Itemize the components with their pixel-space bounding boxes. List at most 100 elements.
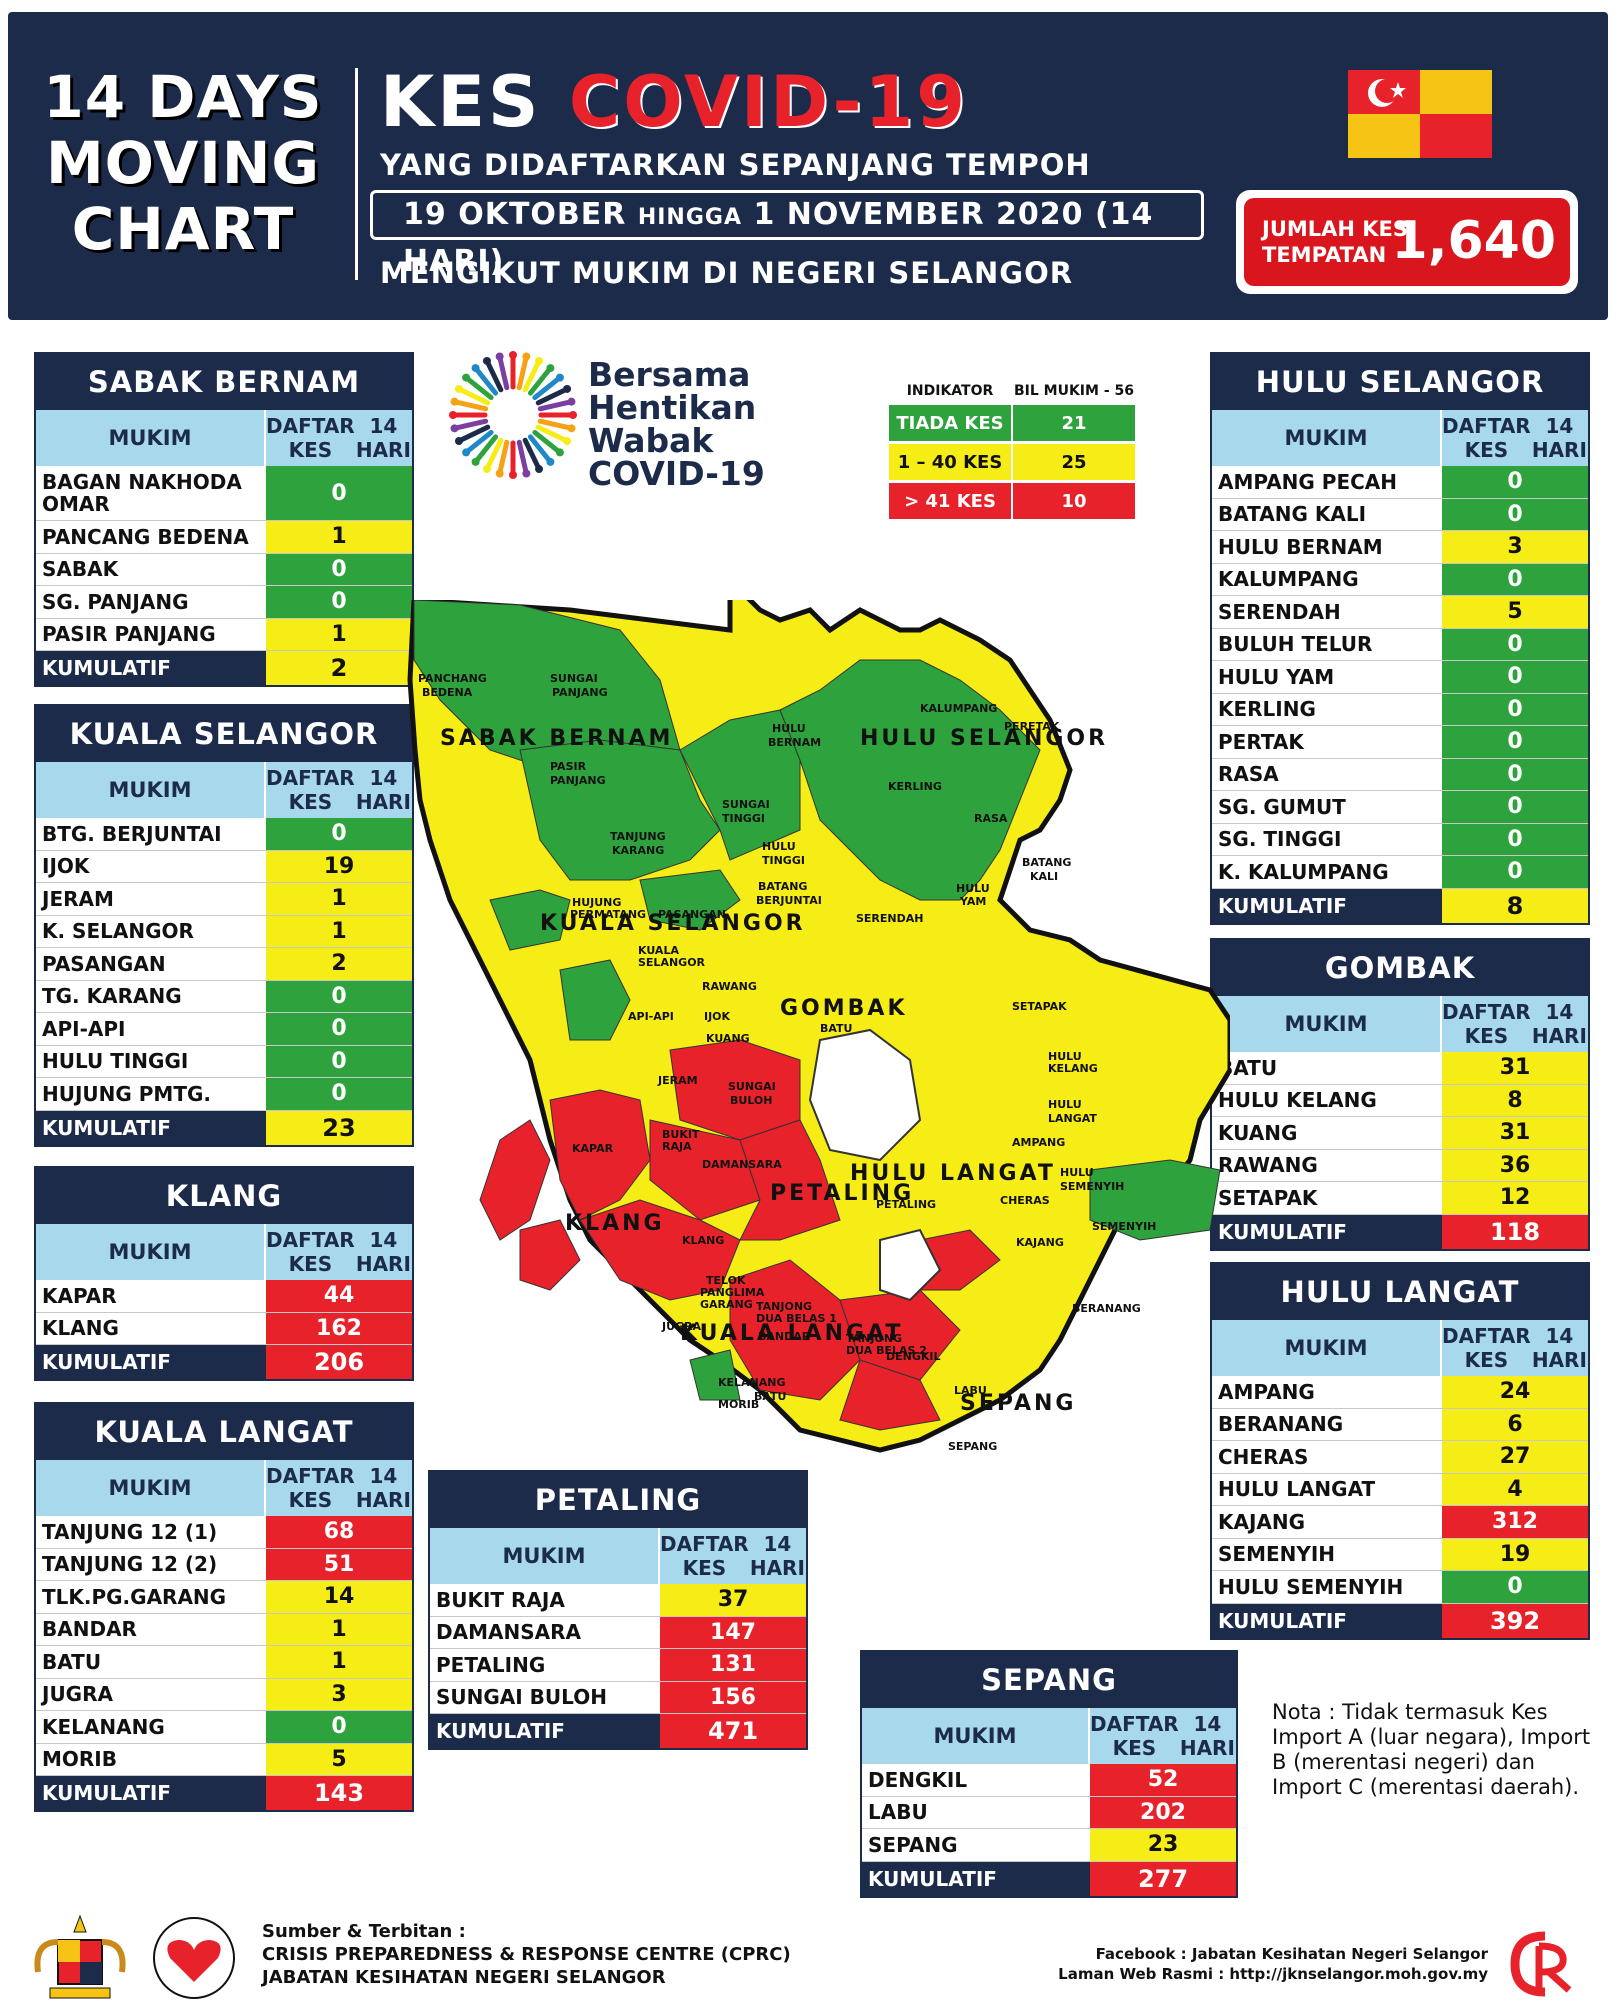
table-row: JERAM 1 — [36, 883, 412, 916]
logo-ray — [537, 418, 574, 431]
table-sepang: SEPANG MUKIM DAFTAR KES 14 HARI DENGKIL 52 LAB… — [860, 1650, 1238, 1898]
table-row: K. KALUMPANG 0 — [1212, 856, 1588, 889]
logo-dot — [450, 397, 459, 406]
header-banner: 14 DAYS MOVING CHART KES COVID-19 YANG D… — [8, 12, 1608, 320]
region-putrajaya — [879, 1228, 942, 1302]
case-count: 0 — [1442, 563, 1588, 595]
table-row: KELANANG 0 — [36, 1711, 412, 1744]
case-count: 0 — [1442, 823, 1588, 855]
map-district-label: GOMBAK — [780, 996, 908, 1021]
table-hulu-langat: HULU LANGAT MUKIM DAFTAR KES 14 HARI AMPANG 2… — [1210, 1262, 1590, 1640]
mukim-name: HULU BERNAM — [1212, 531, 1442, 563]
map-mukim-label: SUNGAI — [728, 1080, 776, 1093]
indicator-col1: INDIKATOR — [906, 383, 994, 399]
table-row: SEMENYIH 19 — [1212, 1538, 1588, 1571]
table-row: SG. PANJANG 0 — [36, 586, 412, 619]
table-row: JUGRA 3 — [36, 1678, 412, 1711]
logo-dot — [563, 384, 572, 393]
indicator-count: 21 — [1012, 404, 1136, 442]
map-mukim-label: LABU — [954, 1384, 987, 1397]
logo-dot — [462, 448, 471, 457]
table-row: SABAK 0 — [36, 553, 412, 586]
map-mukim-label: KAPAR — [572, 1142, 614, 1155]
mukim-name: SUNGAI BULOH — [430, 1681, 660, 1713]
map-mukim-label: PANJANG — [550, 774, 606, 787]
logo-line-3: Wabak — [588, 421, 714, 460]
map-mukim-label: SEMENYIH — [1092, 1220, 1156, 1233]
date-to: 1 NOVEMBER 2020 (14 HARI) — [403, 197, 1154, 279]
cprc-logo-icon — [1510, 1931, 1572, 1997]
table-header: MUKIM DAFTAR KES 14 HARI — [1212, 1320, 1588, 1376]
case-count: 5 — [1442, 596, 1588, 628]
table-row: MORIB 5 — [36, 1743, 412, 1776]
map-mukim-label: KALI — [1030, 870, 1058, 883]
map-mukim-label: JERAM — [657, 1074, 698, 1087]
map-mukim-label: HULU — [956, 882, 990, 895]
region-kelanang — [689, 1349, 741, 1401]
table-row: DENGKIL 52 — [862, 1764, 1236, 1797]
table-row: CHERAS 27 — [1212, 1441, 1588, 1474]
case-count: 19 — [1442, 1538, 1588, 1570]
mukim-name: HULU SEMENYIH — [1212, 1571, 1442, 1603]
daftar-header: DAFTAR KES 14 HARI — [1442, 410, 1588, 466]
case-count: 131 — [660, 1649, 806, 1681]
map-mukim-label: DUA BELAS 2 — [846, 1344, 927, 1357]
map-mukim-label: BATANG — [1022, 856, 1071, 869]
mukim-name: CHERAS — [1212, 1441, 1442, 1473]
table-row: BUKIT RAJA 37 — [430, 1584, 806, 1617]
case-count: 0 — [1442, 466, 1588, 498]
daftar-header-line-1: DAFTAR KES — [660, 1532, 749, 1580]
indicator-row: TIADA KES 21 — [888, 404, 1136, 442]
mukim-name: HULU YAM — [1212, 661, 1442, 693]
daftar-header: DAFTAR KES 14 HARI — [266, 762, 412, 818]
mukim-header: MUKIM — [36, 762, 266, 818]
mukim-name: PASANGAN — [36, 948, 266, 980]
table-row: TANJUNG 12 (2) 51 — [36, 1548, 412, 1581]
map-mukim-label: KALUMPANG — [920, 702, 997, 715]
table-row: K. SELANGOR 1 — [36, 915, 412, 948]
map-mukim-label: HULU — [1048, 1050, 1082, 1063]
kumulatif-label: KUMULATIF — [1212, 1603, 1442, 1638]
kumulatif-value: 8 — [1442, 888, 1588, 923]
indicator-col2: BIL MUKIM - 56 — [1013, 383, 1134, 399]
kumulatif-value: 2 — [266, 651, 412, 685]
map-district-label: HULU SELANGOR — [860, 726, 1108, 751]
logo-ray — [532, 375, 563, 401]
mukim-name: DAMANSARA — [430, 1616, 660, 1648]
daftar-header: DAFTAR KES 14 HARI — [1442, 1320, 1588, 1376]
logo-dot — [522, 469, 531, 478]
map-mukim-label: AMPANG — [1012, 1136, 1065, 1149]
indicator-label: > 41 KES — [888, 482, 1012, 520]
table-row: API-API 0 — [36, 1013, 412, 1046]
table-row: PETALING 131 — [430, 1649, 806, 1682]
logo-ray — [463, 375, 494, 401]
mukim-name: KUANG — [1212, 1117, 1442, 1149]
case-count: 156 — [660, 1681, 806, 1713]
logo-dot — [462, 373, 471, 382]
map-district-label: KUALA SELANGOR — [540, 911, 806, 936]
kumulatif-label: KUMULATIF — [1212, 1214, 1442, 1249]
logo-line-2: Hentikan — [588, 388, 757, 427]
map-mukim-label: HULU — [772, 722, 806, 735]
mukim-name: PERTAK — [1212, 726, 1442, 758]
table-row: BANDAR 1 — [36, 1613, 412, 1646]
kumulatif-value: 471 — [660, 1714, 806, 1748]
logo-dot — [471, 364, 480, 373]
region-sungai-tinggi — [679, 709, 801, 861]
daftar-header-line-2: 14 HARI — [1531, 414, 1587, 462]
map-mukim-label: HUJUNG — [572, 896, 621, 909]
kumulatif-value: 277 — [1090, 1861, 1236, 1896]
mukim-name: JUGRA — [36, 1678, 266, 1710]
mukim-name: BUKIT RAJA — [430, 1584, 660, 1616]
logo-dot — [482, 356, 491, 365]
map-mukim-label: BATANG — [758, 880, 807, 893]
map-mukim-label: TANJONG — [756, 1300, 812, 1313]
table-kuala-selangor: KUALA SELANGOR MUKIM DAFTAR KES 14 HARI BTG.… — [34, 704, 414, 1147]
logo-ray — [535, 424, 570, 444]
mukim-name: HUJUNG PMTG. — [36, 1078, 266, 1110]
table-header: MUKIM DAFTAR KES 14 HARI — [36, 1224, 412, 1280]
kumulatif-value: 206 — [266, 1345, 412, 1379]
indicator-row: 1 – 40 KES 25 — [888, 443, 1136, 481]
region-damansara — [649, 1119, 761, 1221]
mukim-header: MUKIM — [1212, 1320, 1442, 1376]
